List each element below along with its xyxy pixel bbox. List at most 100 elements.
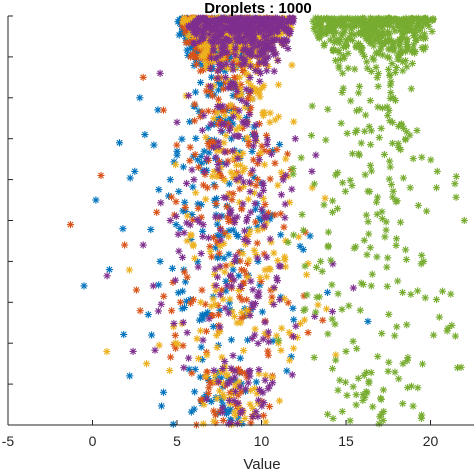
scatter-point: [372, 198, 381, 206]
scatter-point: [433, 167, 441, 175]
scatter-point: [159, 106, 168, 114]
scatter-point: [310, 180, 318, 188]
scatter-point: [197, 298, 205, 306]
scatter-point: [168, 307, 176, 315]
scatter-point: [323, 288, 332, 296]
scatter-point: [251, 205, 260, 213]
scatter-point: [172, 198, 180, 206]
scatter-point: [403, 35, 411, 43]
scatter-point: [404, 354, 412, 362]
scatter-point: [432, 295, 441, 304]
scatter-point: [180, 229, 188, 237]
scatter-point: [185, 365, 193, 373]
scatter-point: [225, 180, 233, 188]
scatter-point: [261, 376, 269, 384]
scatter-point: [241, 164, 249, 172]
scatter-point: [395, 375, 403, 383]
scatter-point: [291, 135, 299, 143]
scatter-point: [227, 101, 235, 109]
scatter-point: [92, 196, 100, 204]
scatter-point: [171, 331, 179, 339]
scatter-point: [266, 109, 274, 117]
scatter-point: [248, 147, 256, 156]
scatter-point: [186, 118, 194, 126]
scatter-point: [183, 179, 191, 187]
scatter-point: [428, 27, 436, 36]
scatter-point: [282, 155, 290, 163]
scatter-point: [236, 73, 244, 81]
scatter-point: [420, 257, 428, 265]
scatter-point: [200, 167, 208, 176]
scatter-point: [376, 413, 384, 421]
scatter-point: [328, 281, 336, 289]
scatter-point: [248, 26, 256, 34]
scatter-point: [312, 151, 320, 159]
scatter-point: [253, 254, 261, 262]
scatter-point: [407, 85, 415, 93]
scatter-point: [332, 356, 340, 364]
scatter-point: [199, 420, 207, 428]
scatter-point: [214, 16, 223, 25]
scatter-point: [192, 189, 200, 197]
scatter-point: [217, 51, 225, 59]
scatter-point: [131, 167, 139, 175]
scatter-point: [170, 319, 178, 328]
scatter-point: [327, 256, 335, 264]
scatter-point: [267, 150, 276, 158]
x-tick-label: -5: [2, 433, 15, 449]
scatter-point: [292, 322, 300, 330]
scatter-point: [129, 347, 137, 355]
scatter-point: [375, 134, 383, 142]
scatter-point: [358, 49, 366, 57]
scatter-point: [220, 193, 228, 202]
scatter-point: [429, 15, 437, 23]
scatter-point: [175, 187, 183, 196]
scatter-point: [249, 142, 257, 150]
scatter-point: [257, 387, 265, 395]
scatter-point: [266, 175, 274, 183]
scatter-point: [377, 32, 385, 40]
scatter-point: [225, 250, 233, 258]
scatter-point: [377, 124, 385, 132]
scatter-point: [255, 366, 263, 374]
scatter-point: [238, 296, 246, 304]
scatter-point: [197, 78, 205, 87]
scatter-point: [226, 123, 234, 131]
scatter-point: [234, 232, 242, 240]
scatter-point: [207, 120, 215, 128]
scatter-point: [320, 40, 328, 48]
scatter-point: [362, 111, 370, 119]
scatter-point: [296, 242, 304, 250]
scatter-point: [288, 185, 296, 193]
scatter-point: [173, 141, 181, 149]
scatter-point: [193, 215, 201, 224]
scatter-point: [191, 117, 199, 125]
scatter-point: [173, 151, 181, 159]
scatter-point: [367, 282, 375, 290]
scatter-point: [312, 308, 320, 316]
scatter-point: [356, 306, 364, 314]
scatter-point: [188, 369, 196, 377]
scatter-point: [233, 420, 241, 428]
scatter-point: [363, 64, 371, 72]
scatter-point: [399, 400, 407, 408]
scatter-point: [290, 316, 298, 324]
scatter-point: [282, 171, 290, 179]
scatter-point: [329, 27, 338, 35]
scatter-point: [241, 267, 249, 275]
scatter-point: [203, 184, 211, 192]
scatter-point: [368, 270, 376, 278]
scatter-point: [289, 333, 298, 341]
scatter-point: [252, 181, 260, 190]
scatter-point: [139, 73, 147, 81]
scatter-point: [349, 337, 357, 345]
scatter-point: [352, 401, 360, 409]
scatter-point: [221, 111, 229, 119]
scatter-point: [363, 389, 371, 397]
scatter-point: [238, 60, 246, 68]
scatter-point: [403, 128, 411, 136]
scatter-point: [80, 282, 88, 290]
scatter-point: [216, 102, 225, 110]
scatter-point: [265, 402, 274, 411]
scatter-point: [255, 288, 263, 296]
